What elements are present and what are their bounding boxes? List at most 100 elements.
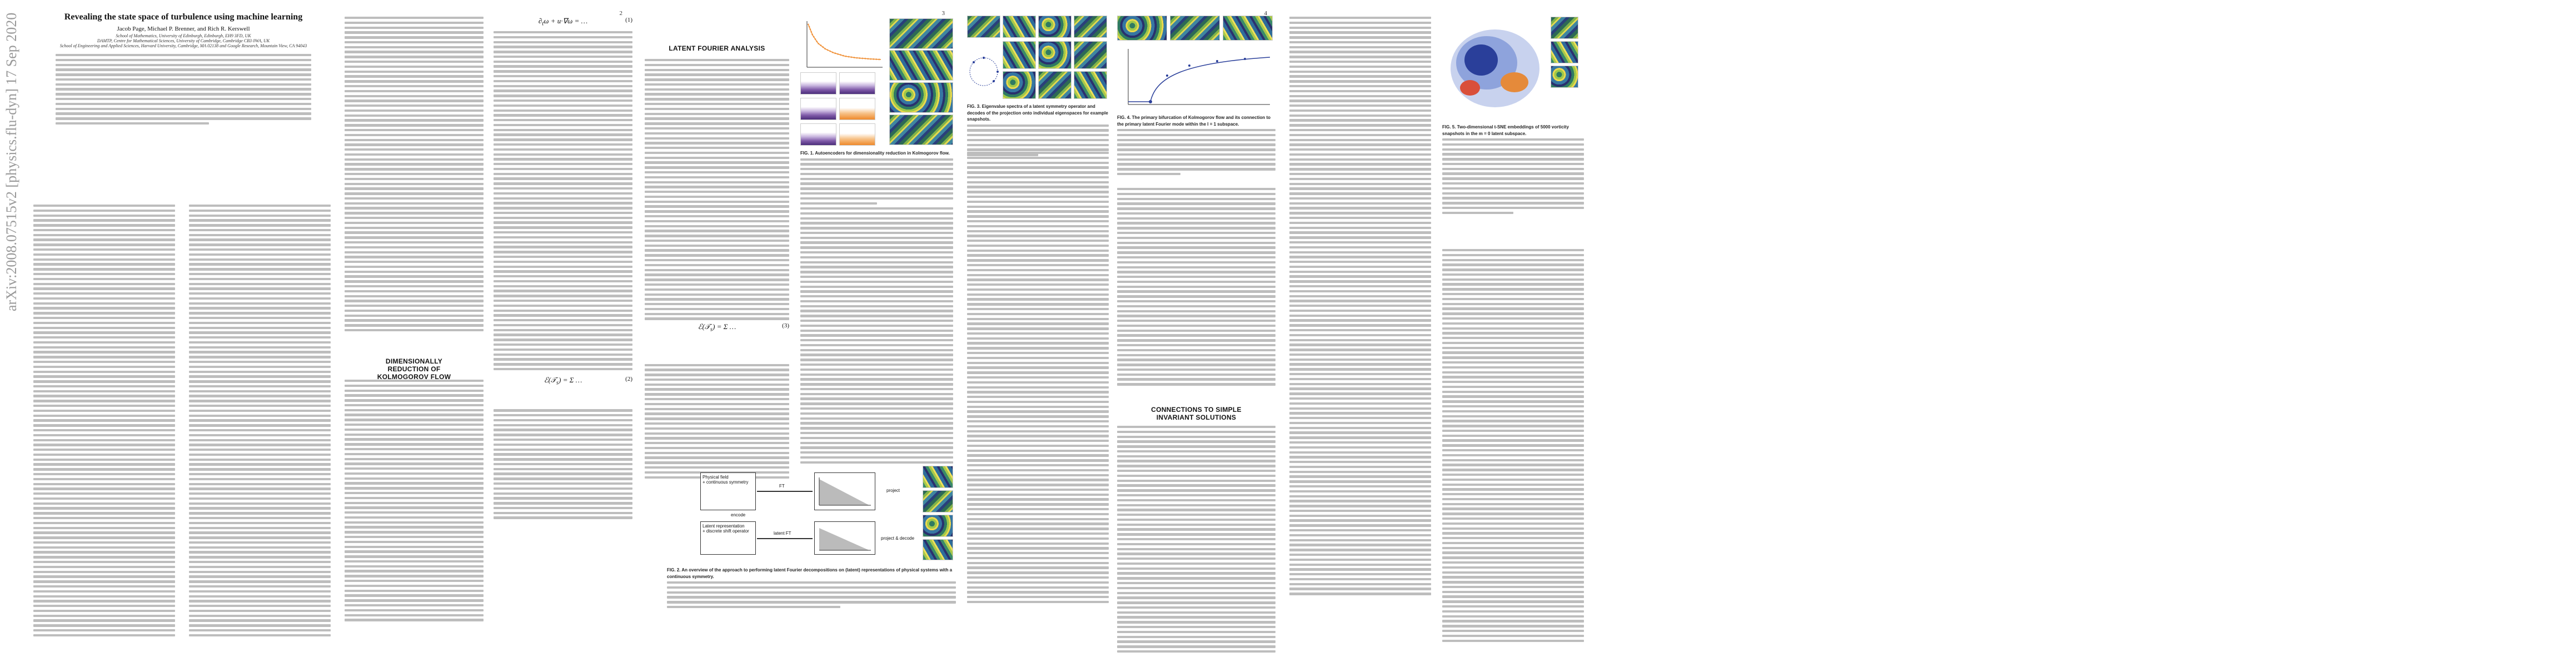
box-physical-sublabel: + continuous symmetry [702, 480, 749, 485]
fig1-pdf-panel [800, 72, 836, 94]
page-2: 2 DIMENSIONALLY REDUCTION OF KOLMOGOROV … [345, 10, 634, 660]
fig5-snapshot [1551, 41, 1578, 63]
fig5-tsne-scatter [1451, 29, 1539, 107]
fig4-bifurcation-plot [1128, 49, 1270, 105]
fig4-snapshot [1170, 16, 1220, 41]
body-text-2 [494, 409, 632, 519]
fig3-snapshot [1003, 16, 1036, 38]
body-text-right [800, 207, 953, 464]
latent-spectrum-plot [819, 528, 871, 551]
label-project-decode: project & decode [881, 536, 915, 541]
body-text-right-2 [1117, 426, 1275, 653]
fig5-caption: FIG. 5. Two-dimensional t-SNE embeddings… [1442, 124, 1584, 215]
equation-3: ℰ(𝒯s) = Σ … (3) [697, 322, 789, 333]
fig1-pdf-panel [800, 123, 836, 146]
abstract [56, 54, 311, 125]
body-text-left-2 [345, 380, 484, 621]
arrow-latent-ft [757, 538, 813, 539]
fig4-caption-text: FIG. 4. The primary bifurcation of Kolmo… [1117, 115, 1271, 127]
box-latent-label: Latent representation [702, 524, 745, 529]
page-3: 3 LATENT FOURIER ANALYSIS ℰ(𝒯s) = Σ … (3… [645, 10, 956, 660]
body-text-left [1289, 17, 1431, 595]
fig2-snapshot [923, 539, 953, 560]
fig2-caption: FIG. 2. An overview of the approach to p… [667, 567, 956, 609]
box-latent-spectrum [814, 521, 875, 555]
fig3-caption: FIG. 3. Eigenvalue spectra of a latent s… [967, 103, 1109, 156]
body-text-left [33, 205, 175, 637]
box-latent-sublabel: + discrete shift operator [702, 529, 749, 534]
fig1-pdf-panel [839, 72, 875, 94]
fig3-snapshot [1003, 41, 1036, 69]
loss-curve-plot [806, 21, 883, 68]
equation-1: ∂tω + u·∇ω = … (1) [538, 17, 632, 27]
fig3-snapshot [1074, 41, 1107, 69]
fig1-pdf-panel [800, 98, 836, 120]
body-text [494, 31, 632, 371]
affiliation-2: DAMTP, Centre for Mathematical Sciences,… [97, 38, 270, 43]
affiliation-1: School of Mathematics, University of Edi… [116, 33, 251, 38]
fig1-caption-lines [800, 158, 953, 205]
fig1-snapshot [889, 50, 953, 81]
paper-title: Revealing the state space of turbulence … [64, 12, 303, 22]
label-project: project [886, 488, 900, 493]
body-text-left [967, 152, 1109, 604]
body-text-right [189, 205, 331, 637]
label-latent-ft: latent FT [774, 531, 791, 536]
body-text-left [345, 17, 484, 332]
section-heading: CONNECTIONS TO SIMPLE INVARIANT SOLUTION… [1151, 406, 1242, 421]
fig1-caption-text: FIG. 1. Autoencoders for dimensionality … [800, 151, 950, 156]
fig4-caption-lines [1117, 129, 1275, 176]
fig3-snapshot [1038, 71, 1072, 99]
box-fourier-spectrum [814, 472, 875, 510]
page-1: Revealing the state space of turbulence … [33, 10, 333, 660]
page-number: 2 [619, 10, 623, 17]
fig1-snapshot [889, 82, 953, 113]
fig2-snapshot [923, 515, 953, 537]
label-encode: encode [731, 512, 746, 517]
label-ft: FT [779, 484, 785, 489]
fig5-caption-lines [1442, 138, 1584, 215]
fig5-snapshot [1551, 17, 1578, 39]
box-physical-label: Physical field [702, 475, 729, 480]
scatter-cloud [1451, 29, 1539, 107]
arxiv-stamp: arXiv:2008.07515v2 [physics.flu-dyn] 17 … [0, 0, 22, 667]
body-text-right [1117, 188, 1275, 386]
fig2-snapshot [923, 490, 953, 512]
fig3-caption-text: FIG. 3. Eigenvalue spectra of a latent s… [967, 104, 1108, 122]
fig5-caption-text: FIG. 5. Two-dimensional t-SNE embeddings… [1442, 125, 1569, 136]
section-heading: DIMENSIONALLY REDUCTION OF KOLMOGOROV FL… [377, 357, 451, 381]
fig3-snapshot [1038, 41, 1072, 69]
page-number: 4 [1264, 10, 1268, 17]
fig2-snapshot [923, 466, 953, 488]
equation-2: ℰ(𝒯s) = Σ … (2) [544, 376, 632, 386]
fig5-snapshot [1551, 66, 1578, 88]
fig1-loss-plot [800, 18, 884, 71]
arrow-ft [757, 491, 813, 492]
page-5: FIG. 5. Two-dimensional t-SNE embeddings… [1289, 10, 1623, 660]
section-heading: LATENT FOURIER ANALYSIS [669, 44, 765, 52]
fig4-snapshot [1117, 16, 1167, 41]
page-4: 4 FIG. 3. Eigenvalue spectra of a latent… [967, 10, 1278, 660]
fig3-snapshot [1074, 71, 1107, 99]
fig2-diagram: Physical field + continuous symmetry FT … [667, 466, 956, 560]
arxiv-stamp-text: arXiv:2008.07515v2 [physics.flu-dyn] 17 … [3, 12, 19, 311]
fig3-snapshot [1038, 16, 1072, 38]
fig3-snapshot [1074, 16, 1107, 38]
fig4-caption: FIG. 4. The primary bifurcation of Kolmo… [1117, 115, 1275, 176]
affiliation-3: School of Engineering and Applied Scienc… [59, 43, 307, 48]
body-text-left: ℰ(𝒯s) = Σ … (3) [645, 59, 789, 479]
fig1-caption: FIG. 1. Autoencoders for dimensionality … [800, 150, 953, 205]
paper-authors: Jacob Page, Michael P. Brenner, and Rich… [117, 26, 250, 32]
box-latent-representation: Latent representation + discrete shift o… [700, 521, 756, 555]
fig1-snapshot [889, 18, 953, 49]
fig3-caption-lines [967, 124, 1109, 156]
box-physical-field: Physical field + continuous symmetry [700, 472, 756, 510]
fig1-pdf-panel [839, 123, 875, 146]
fig3-snapshot [1003, 71, 1036, 99]
body-text-right [1442, 249, 1584, 642]
fig1-pdf-panel [839, 98, 875, 120]
right-column: ∂tω + u·∇ω = … (1) ℰ(𝒯s) = Σ … (2) [494, 17, 632, 519]
fig1-snapshot [889, 115, 953, 145]
fig3-snapshot [967, 16, 1000, 38]
fig2-caption-lines [667, 581, 956, 609]
